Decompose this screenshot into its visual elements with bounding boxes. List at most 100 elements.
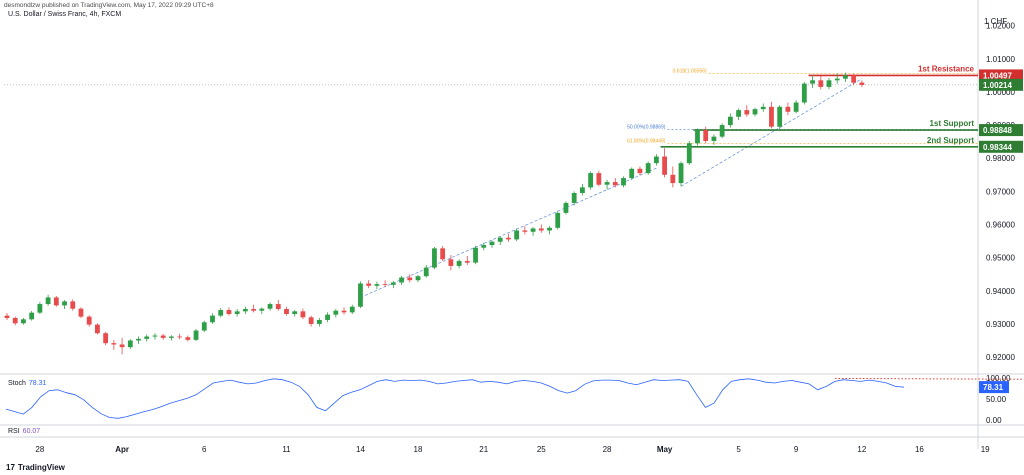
current-price-badge xyxy=(979,78,1023,91)
candle xyxy=(440,246,446,261)
level-name: 1st Support xyxy=(930,119,975,128)
candle-body xyxy=(440,248,446,260)
symbol-title[interactable]: U.S. Dollar / Swiss Franc, 4h, FXCM xyxy=(8,11,122,18)
y-tick-label: 0.94000 xyxy=(986,287,1015,296)
candle-body xyxy=(37,304,43,313)
candle-body xyxy=(78,308,84,317)
candle xyxy=(242,306,248,314)
candle xyxy=(686,140,692,165)
candle-body xyxy=(637,168,643,174)
y-tick-label: 0.92000 xyxy=(986,353,1015,362)
level-badge xyxy=(979,69,1023,82)
candle xyxy=(719,123,725,139)
y-tick-label: 1.00000 xyxy=(986,88,1015,97)
level-badge-text: 0.98344 xyxy=(983,143,1012,152)
level-name: 2nd Support xyxy=(927,136,974,145)
candle xyxy=(95,323,100,335)
candle xyxy=(119,337,125,355)
candle-body xyxy=(588,173,594,188)
candle-body xyxy=(514,230,520,240)
candle xyxy=(629,167,635,180)
candle xyxy=(464,255,470,265)
candle xyxy=(308,315,314,327)
candle-body xyxy=(727,116,733,126)
candle xyxy=(300,308,306,319)
stoch-value-badge xyxy=(979,381,1009,394)
candle xyxy=(62,300,67,310)
stoch-name: Stoch xyxy=(8,380,26,387)
candle xyxy=(316,317,322,327)
candle xyxy=(506,233,511,242)
stoch-legend[interactable]: Stoch 78.31 xyxy=(8,380,46,387)
rsi-legend[interactable]: RSI 60.07 xyxy=(8,428,40,435)
candle-body xyxy=(563,202,569,213)
stoch-pane: 100.00 50.00 0.00 78.31 xyxy=(5,374,1024,425)
candle xyxy=(234,309,240,317)
candle xyxy=(744,105,750,117)
candle-body xyxy=(456,260,462,266)
y-tick-label: 0.96000 xyxy=(986,220,1015,229)
candle-body xyxy=(604,182,610,185)
level-badge xyxy=(979,124,1023,137)
candle xyxy=(489,240,495,248)
candle-body xyxy=(160,335,166,338)
currency-label: 1 CHF xyxy=(984,17,1007,26)
x-tick-label: 11 xyxy=(282,445,291,454)
x-tick-label: May xyxy=(657,445,673,454)
candle-body xyxy=(777,106,783,127)
fib-label: 0.618(1.00556) xyxy=(673,68,707,74)
stoch-tick-label: 50.00 xyxy=(986,395,1007,404)
candle xyxy=(456,259,462,269)
candle-body xyxy=(580,187,585,193)
candle xyxy=(29,311,35,321)
candle xyxy=(275,300,281,311)
candle xyxy=(793,100,799,114)
candle-body xyxy=(201,322,207,331)
candle xyxy=(727,113,733,128)
candle-body xyxy=(769,106,774,127)
candle-body xyxy=(785,106,791,112)
candle-body xyxy=(415,276,421,281)
candle-body xyxy=(448,259,454,266)
candle-body xyxy=(308,317,314,324)
candle xyxy=(218,308,224,318)
candle-body xyxy=(432,248,437,268)
candle xyxy=(653,154,659,166)
candle-body xyxy=(349,306,355,313)
candle xyxy=(284,306,289,316)
candle-body xyxy=(851,75,857,83)
candle-body xyxy=(810,80,815,84)
candle-body xyxy=(399,277,404,283)
y-tick-label: 0.97000 xyxy=(986,187,1015,196)
candle xyxy=(358,281,363,309)
candle xyxy=(226,307,232,316)
candle-body xyxy=(834,78,840,81)
candle xyxy=(267,302,273,311)
candle-body xyxy=(242,309,248,312)
candle-body xyxy=(325,314,330,320)
candle-body xyxy=(390,282,396,285)
candle-body xyxy=(547,227,552,231)
tradingview-brand[interactable]: 17 TradingView xyxy=(6,463,65,472)
y-tick-label: 0.95000 xyxy=(986,254,1015,263)
candle xyxy=(12,316,18,326)
candle-body xyxy=(4,315,10,318)
candle-body xyxy=(670,174,676,184)
x-tick-label: 28 xyxy=(603,445,612,454)
candle-body xyxy=(275,304,281,310)
candle xyxy=(752,107,758,117)
candle xyxy=(111,339,117,350)
candles xyxy=(4,72,865,355)
price-axis: 1 CHF1.020001.010001.000000.990000.98000… xyxy=(984,17,1015,362)
candle-body xyxy=(752,109,758,115)
x-tick-label: 25 xyxy=(537,445,546,454)
trendline xyxy=(680,78,863,187)
candle-body xyxy=(333,310,339,315)
candle-body xyxy=(95,324,100,334)
candle xyxy=(193,328,199,342)
candle-body xyxy=(653,156,659,164)
x-tick-label: 12 xyxy=(857,445,866,454)
candle xyxy=(703,126,709,144)
